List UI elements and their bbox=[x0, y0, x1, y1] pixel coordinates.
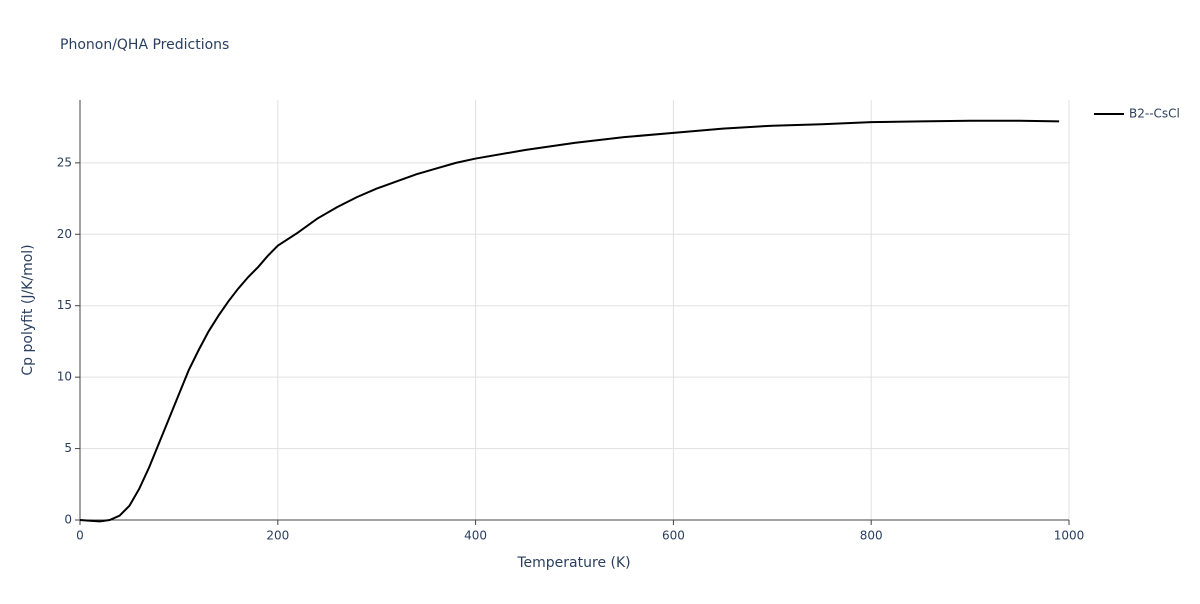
x-tick-label: 200 bbox=[266, 529, 289, 543]
y-tick-label: 15 bbox=[57, 298, 72, 312]
x-axis-label: Temperature (K) bbox=[516, 555, 630, 571]
y-tick-label: 10 bbox=[57, 370, 72, 384]
y-axis-label: Cp polyfit (J/K/mol) bbox=[20, 244, 36, 375]
x-tick-label: 0 bbox=[76, 529, 84, 543]
y-tick-label: 20 bbox=[57, 227, 72, 241]
chart-title: Phonon/QHA Predictions bbox=[60, 37, 229, 53]
x-tick-label: 800 bbox=[860, 529, 883, 543]
data-line bbox=[79, 119, 1060, 523]
y-tick-label: 5 bbox=[64, 441, 72, 455]
y-tick-label: 25 bbox=[57, 155, 72, 169]
y-tick-label: 0 bbox=[64, 513, 72, 527]
x-tick-label: 400 bbox=[464, 529, 487, 543]
legend-label: B2--CsCl bbox=[1129, 107, 1180, 121]
x-tick-label: 600 bbox=[662, 529, 685, 543]
x-tick-label: 1000 bbox=[1054, 529, 1085, 543]
